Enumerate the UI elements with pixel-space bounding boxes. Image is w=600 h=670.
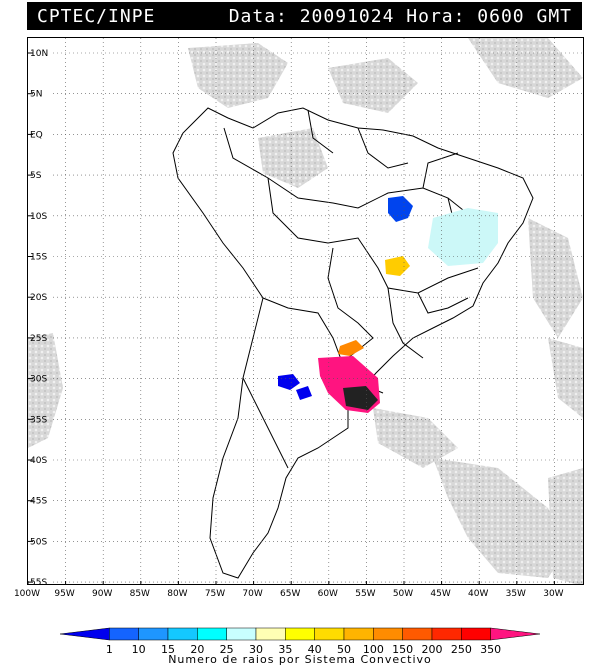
legend-tick-label: 40 <box>308 643 322 656</box>
lon-label: 75W <box>205 589 225 599</box>
lon-label: 80W <box>167 589 187 599</box>
convective-systems <box>278 196 498 413</box>
legend-tick-label: 50 <box>337 643 351 656</box>
legend-tick-label: 100 <box>363 643 384 656</box>
lon-label: 50W <box>393 589 413 599</box>
legend-caption: Numero de raios por Sistema Convectivo <box>168 653 432 666</box>
legend-tick-label: 25 <box>220 643 234 656</box>
legend-tick-labels: 1 10 15 20 25 30 35 40 50 100 150 200 250 350 <box>106 643 501 656</box>
lon-label: 85W <box>130 589 150 599</box>
lat-label: 15S <box>30 253 47 263</box>
legend-swatch <box>167 627 198 641</box>
longitude-labels: 100W 95W 90W 85W 80W 75W 70W 65W 60W 55W 50W 45W 40W… <box>14 589 564 599</box>
latitude-labels: 10N 5N EQ 5S 10S 15S 20S 25S 30S 35S 40S 45S 50S 55S <box>30 49 48 585</box>
system-argentina-west <box>278 374 300 390</box>
legend-swatch <box>138 627 169 641</box>
date-label: Data: <box>228 6 288 27</box>
lon-label: 45W <box>430 589 450 599</box>
map-panel: 10N 5N EQ 5S 10S 15S 20S 25S 30S 35S 40S 45S 50S 55S <box>27 37 584 585</box>
lon-label: 70W <box>242 589 262 599</box>
lon-label: 100W <box>14 589 40 599</box>
lat-label: 50S <box>30 537 47 547</box>
legend-swatches <box>59 627 541 641</box>
legend-tick-label: 1 <box>106 643 113 656</box>
longitude-axis: 100W 95W 90W 85W 80W 75W 70W 65W 60W 55W 50W 45W 40W… <box>14 589 564 599</box>
lon-label: 40W <box>468 589 488 599</box>
legend-swatch <box>343 627 374 641</box>
system-para <box>388 196 413 222</box>
time-value: 0600 GMT <box>477 6 572 27</box>
axis-ticks <box>28 52 555 584</box>
legend-tick-label: 10 <box>132 643 146 656</box>
lat-label: 20S <box>30 293 47 303</box>
legend-tick-label: 35 <box>278 643 292 656</box>
lat-label: EQ <box>30 130 43 140</box>
lat-label: 5S <box>30 171 42 181</box>
legend-swatch <box>490 627 541 641</box>
lat-lon-grid <box>53 38 583 584</box>
legend-swatch <box>314 627 345 641</box>
header-bar: CPTEC/INPE Data: 20091024 Hora: 0600 GMT <box>27 2 582 30</box>
legend-swatch <box>255 627 286 641</box>
lat-label: 30S <box>30 375 47 385</box>
lon-label: 65W <box>280 589 300 599</box>
lon-label: 35W <box>506 589 526 599</box>
lat-label: 10S <box>30 212 47 222</box>
legend-swatch <box>431 627 462 641</box>
lon-label: 95W <box>54 589 74 599</box>
legend-swatch <box>197 627 227 641</box>
legend-swatch <box>402 627 433 641</box>
legend-swatch <box>373 627 403 641</box>
legend-tick-label: 20 <box>190 643 204 656</box>
lon-label: 90W <box>92 589 112 599</box>
legend-swatch <box>285 627 315 641</box>
system-paraguay <box>338 340 364 356</box>
source-label: CPTEC/INPE <box>37 6 156 27</box>
legend-swatch <box>226 627 257 641</box>
lat-label: 35S <box>30 415 47 425</box>
legend-swatch <box>59 627 110 641</box>
system-bahia <box>428 208 498 266</box>
system-goias <box>385 256 410 276</box>
lat-label: 10N <box>30 49 48 59</box>
legend-tick-label: 30 <box>249 643 263 656</box>
lon-label: 55W <box>355 589 375 599</box>
lat-label: 45S <box>30 497 47 507</box>
date-value: 20091024 <box>299 6 395 27</box>
cloud-cover <box>28 38 583 584</box>
legend-swatch <box>109 627 139 641</box>
lat-label: 40S <box>30 456 47 466</box>
lon-label: 60W <box>318 589 338 599</box>
system-uruguay-core <box>343 386 378 410</box>
legend-swatch <box>461 627 491 641</box>
lat-label: 25S <box>30 334 47 344</box>
legend-tick-label: 150 <box>392 643 413 656</box>
lat-label: 5N <box>30 90 42 100</box>
map-canvas: 10N 5N EQ 5S 10S 15S 20S 25S 30S 35S 40S 45S 50S 55S <box>28 38 583 585</box>
legend-tick-label: 350 <box>480 643 501 656</box>
time-label: Hora: <box>406 6 466 27</box>
lat-label: 55S <box>30 578 47 585</box>
legend-tick-label: 200 <box>422 643 443 656</box>
legend-tick-label: 250 <box>451 643 472 656</box>
lon-label: 30W <box>543 589 563 599</box>
legend-colorbar: 1 10 15 20 25 30 35 40 50 100 150 200 250 350 <box>59 627 541 656</box>
date-time-label: Data: 20091024 Hora: 0600 GMT <box>229 6 572 27</box>
system-argentina-west-2 <box>296 386 312 400</box>
legend-tick-label: 15 <box>161 643 175 656</box>
